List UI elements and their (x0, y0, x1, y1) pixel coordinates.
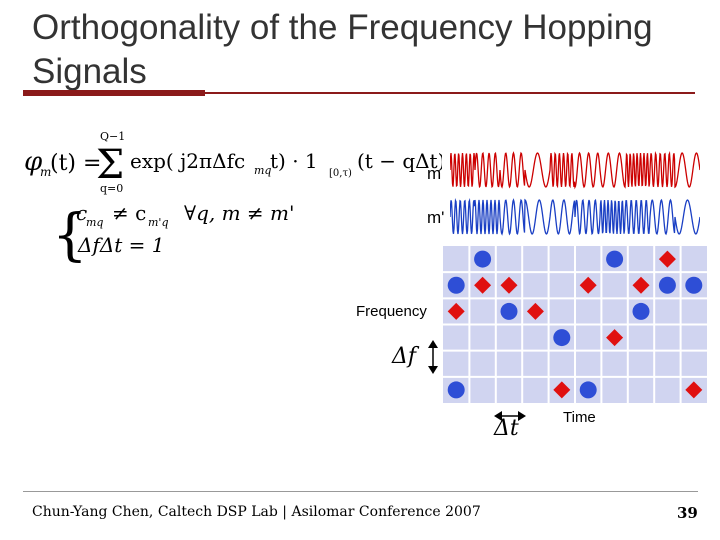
time-frequency-grid (443, 246, 707, 403)
hop-marker-diamond (553, 381, 571, 399)
hop-marker-circle (685, 276, 703, 294)
hop-marker-diamond (579, 276, 597, 294)
hop-marker-diamond (447, 302, 465, 320)
signal-m-prime-label: m' (427, 208, 445, 227)
hop-marker-diamond (658, 250, 676, 268)
hop-marker-diamond (606, 329, 624, 347)
slide-title: Orthogonality of the Frequency Hopping S… (32, 8, 653, 91)
formula-shift: (t − qΔt) (357, 149, 442, 173)
formula-exp: exp( j2πΔfc (130, 149, 245, 173)
cond2: ΔfΔt = 1 (77, 233, 165, 257)
hop-marker-diamond (474, 276, 492, 294)
hop-marker-circle (553, 329, 571, 347)
hop-marker-circle (658, 276, 676, 294)
delta-t-arrow-icon (494, 411, 526, 421)
waveform-m (450, 150, 700, 190)
formula-sum-upper: Q−1 (100, 130, 125, 143)
hop-marker-diamond (500, 276, 518, 294)
cond1-sub2: m'q (148, 216, 169, 229)
footer-divider (23, 491, 698, 492)
hop-marker-diamond (526, 302, 544, 320)
formula-phi: φ (24, 147, 43, 177)
delta-f-arrow-icon (428, 340, 438, 374)
frequency-axis-label: Frequency (356, 303, 427, 320)
cond1-forall: ∀q, m ≠ m' (184, 201, 295, 225)
waveform-m-prime (450, 197, 700, 236)
title-underline-dark (23, 90, 205, 96)
hop-marker-circle (500, 302, 518, 320)
formula-sigma: Σ (96, 142, 124, 188)
formula-arg-t: (t) = (50, 151, 101, 176)
hop-marker-diamond (632, 276, 650, 294)
formula-sum-lower: q=0 (100, 182, 123, 195)
hop-marker-diamond (685, 381, 703, 399)
cond1-sub1: mq (86, 216, 103, 229)
hop-marker-circle (474, 250, 492, 268)
formula-sub-mq: mq (254, 164, 271, 177)
hop-marker-circle (632, 302, 650, 320)
orthogonality-formula: φ m (t) = Q−1 Σ q=0 exp( j2πΔfc mq t) · … (24, 130, 442, 266)
formula-sub-m: m (40, 165, 51, 179)
hop-marker-circle (579, 381, 597, 399)
brace: { (52, 203, 88, 266)
time-axis-label: Time (563, 409, 596, 426)
page-number: 39 (677, 504, 698, 522)
signal-m-label: m (427, 164, 442, 183)
delta-f-label: Δf (392, 344, 417, 369)
hop-marker-circle (447, 276, 465, 294)
cond1-c: c (76, 201, 87, 225)
hop-marker-circle (447, 381, 465, 399)
hop-marker-circle (606, 250, 624, 268)
title-underline-light (205, 92, 695, 94)
footer-credit: Chun-Yang Chen, Caltech DSP Lab | Asilom… (32, 504, 481, 520)
formula-t-part: t) · 1 (270, 149, 318, 173)
formula-indicator-sub: [0,τ) (329, 168, 352, 179)
delta-t-label: Δt (494, 416, 519, 441)
cond1-neq: ≠ c (112, 201, 146, 225)
